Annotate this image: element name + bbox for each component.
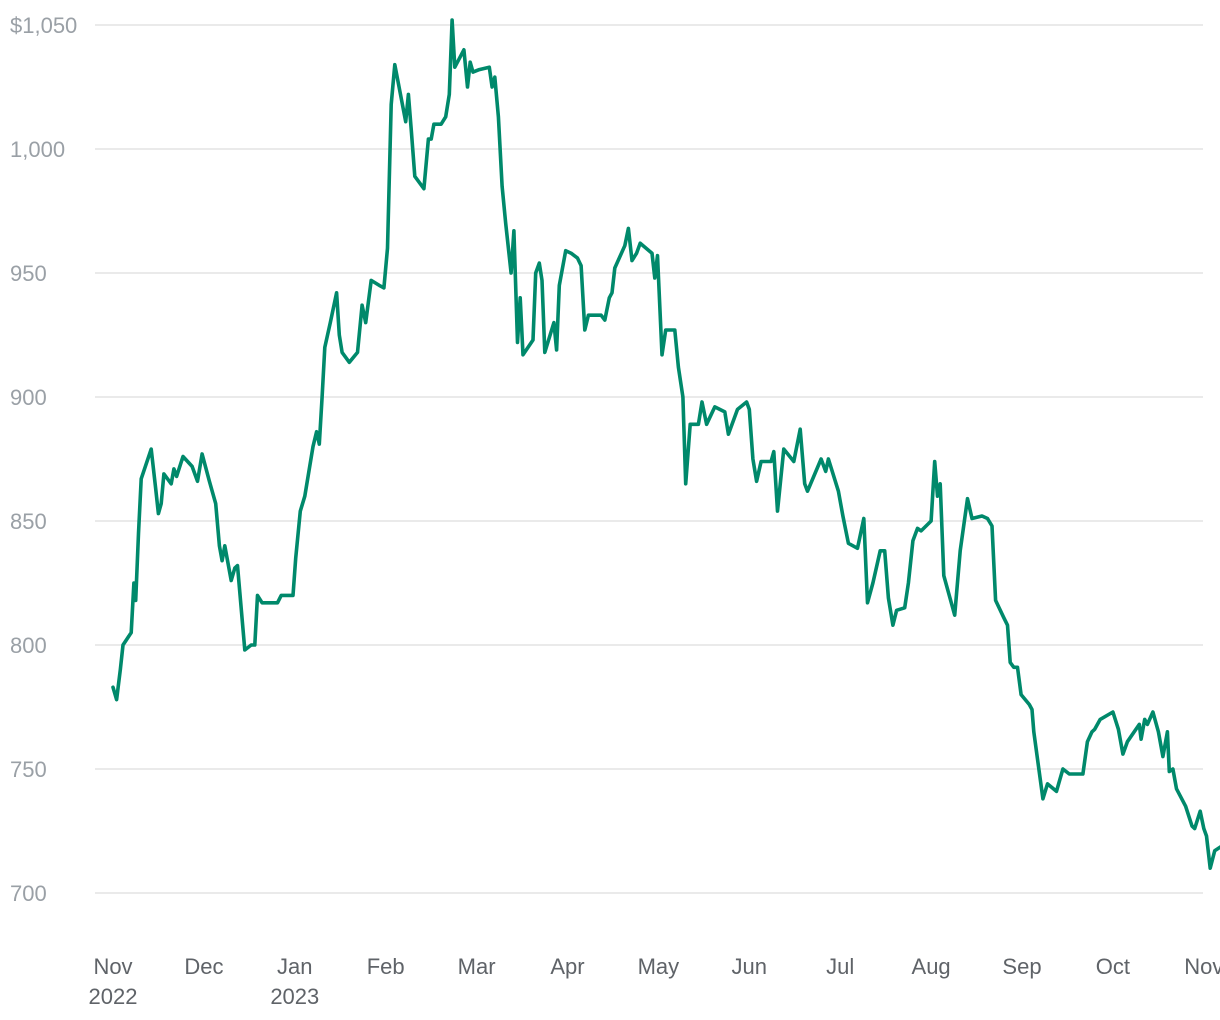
x-tick-label: Nov xyxy=(1184,954,1220,979)
series-layer xyxy=(111,18,1220,870)
x-tick-label: Jul xyxy=(826,954,854,979)
x-tick-label: May xyxy=(638,954,680,979)
gridlines xyxy=(95,24,1203,894)
y-tick-label: $1,050 xyxy=(10,13,77,38)
series-line xyxy=(111,18,1220,870)
x-tick-year-label: 2023 xyxy=(270,984,319,1009)
x-tick-label: Oct xyxy=(1096,954,1130,979)
x-tick-year-label: 2022 xyxy=(89,984,138,1009)
x-tick-label: Mar xyxy=(458,954,496,979)
x-tick-label: Dec xyxy=(184,954,223,979)
x-tick-label: Nov xyxy=(93,954,132,979)
x-tick-label: Jan xyxy=(277,954,312,979)
x-tick-label: Feb xyxy=(367,954,405,979)
x-tick-label: Aug xyxy=(912,954,951,979)
y-tick-label: 750 xyxy=(10,757,47,782)
y-tick-label: 850 xyxy=(10,509,47,534)
y-tick-label: 700 xyxy=(10,881,47,906)
y-tick-label: 800 xyxy=(10,633,47,658)
x-axis-ticks: Nov 2022 Dec Jan 2023 Feb Mar Apr May Jun Jul Aug Se… xyxy=(89,954,1220,1009)
x-tick-label: Jun xyxy=(732,954,767,979)
y-tick-label: 900 xyxy=(10,385,47,410)
y-tick-label: 950 xyxy=(10,261,47,286)
y-tick-label: 1,000 xyxy=(10,137,65,162)
x-tick-label: Sep xyxy=(1002,954,1041,979)
y-axis-ticks: $1,050 1,000 950 900 850 800 750 700 xyxy=(10,13,77,906)
x-tick-label: Apr xyxy=(550,954,584,979)
